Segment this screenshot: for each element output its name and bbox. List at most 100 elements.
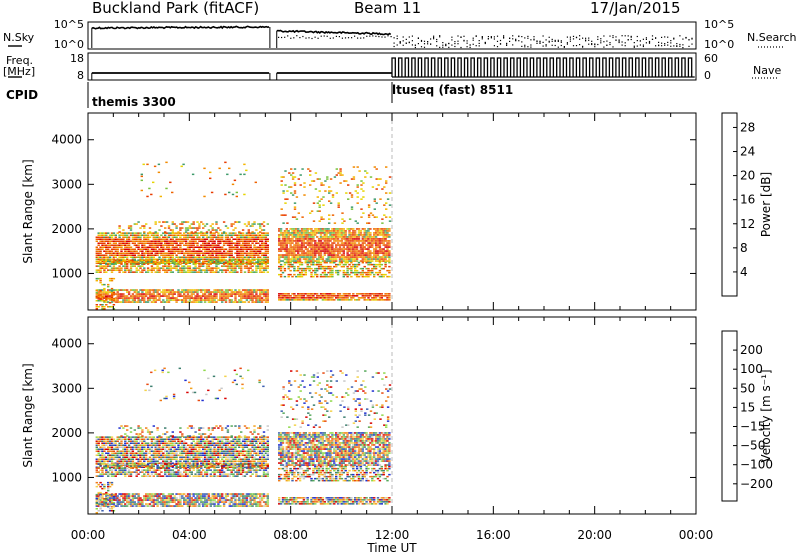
power-cell <box>316 232 319 234</box>
power-cell <box>105 296 108 298</box>
velocity-cell <box>129 450 133 452</box>
power-cell <box>105 234 108 236</box>
power-cell <box>156 240 159 242</box>
velocity-cell <box>143 440 146 442</box>
power-cell <box>337 202 340 204</box>
power-cell <box>175 256 178 258</box>
velocity-cell <box>150 460 154 462</box>
power-cell <box>186 244 190 246</box>
velocity-cell <box>110 438 114 440</box>
nsky-series-segment <box>276 29 392 36</box>
power-cell <box>190 232 193 234</box>
power-cell <box>259 225 262 227</box>
power-cell <box>133 295 136 297</box>
velocity-cell <box>137 450 140 452</box>
power-cell <box>278 238 281 240</box>
power-cell <box>188 299 192 301</box>
power-cell <box>318 206 321 208</box>
power-cell <box>300 230 304 232</box>
power-cell <box>373 256 376 258</box>
power-cell <box>280 214 283 216</box>
power-cell <box>101 232 104 234</box>
power-cell <box>215 301 218 303</box>
power-cell <box>162 265 165 267</box>
power-cell <box>289 228 292 230</box>
velocity-cell <box>137 446 140 448</box>
power-cell <box>236 234 239 236</box>
power-cell <box>228 271 231 273</box>
power-cell <box>183 262 186 264</box>
nsearch-point <box>521 41 523 43</box>
velocity-colorbar-frame <box>721 330 738 502</box>
power-cell <box>255 293 258 295</box>
velocity-cell <box>158 446 161 448</box>
power-cell <box>200 271 203 273</box>
power-cell <box>279 240 283 242</box>
power-cell <box>291 172 295 174</box>
power-cell <box>232 256 235 258</box>
velocity-cell <box>171 436 174 438</box>
power-cell <box>354 260 357 262</box>
power-cell <box>164 236 167 238</box>
power-cell <box>287 273 290 276</box>
power-cell <box>152 295 155 297</box>
power-cell <box>241 250 245 252</box>
power-cell <box>279 273 283 276</box>
velocity-cell <box>171 464 174 466</box>
power-cell <box>259 269 262 271</box>
nsearch-point <box>475 35 477 37</box>
power-cell <box>264 289 268 291</box>
power-cell <box>346 248 349 250</box>
power-cell <box>192 227 195 229</box>
power-cell <box>367 238 370 240</box>
power-cell <box>196 295 199 297</box>
power-cell <box>312 240 315 242</box>
power-cell <box>291 256 294 258</box>
power-cell <box>145 234 148 236</box>
power-cell <box>145 240 148 242</box>
power-cell <box>323 230 326 232</box>
power-cell <box>221 259 224 261</box>
power-cell <box>325 299 328 301</box>
nsearch-point <box>560 40 562 42</box>
power-cell <box>226 236 230 238</box>
power-cell <box>257 262 260 264</box>
power-cell <box>154 262 157 264</box>
power-cell <box>236 250 239 252</box>
velocity-cell <box>101 462 104 464</box>
power-cell <box>124 269 127 271</box>
power-cell <box>215 223 218 225</box>
power-cell <box>279 267 283 270</box>
power-cell <box>164 227 167 229</box>
power-cell <box>302 236 306 238</box>
power-cell <box>164 293 167 295</box>
power-cell <box>285 246 288 248</box>
power-cell <box>107 236 110 238</box>
nsearch-point <box>524 44 526 46</box>
velocity-cell <box>116 450 119 452</box>
power-cell <box>373 267 376 270</box>
power-cell <box>167 265 171 267</box>
power-cell <box>205 231 209 233</box>
power-cell <box>217 242 220 244</box>
power-cell <box>188 254 192 256</box>
power-cell <box>143 232 146 234</box>
power-cell <box>352 265 355 268</box>
power-cell <box>183 299 186 301</box>
power-cell <box>118 227 121 229</box>
power-cell <box>304 232 307 234</box>
velocity-cell <box>116 458 119 460</box>
power-cell <box>129 289 133 291</box>
power-cell <box>133 289 136 291</box>
power-cell <box>340 258 344 260</box>
nsearch-point <box>326 35 328 37</box>
power-cell <box>181 301 184 303</box>
power-cell <box>146 271 150 273</box>
power-cell <box>203 299 207 301</box>
power-cell <box>249 293 252 295</box>
power-cell <box>157 171 161 174</box>
power-cell <box>188 232 192 234</box>
power-cell <box>312 299 315 301</box>
power-cell <box>285 248 288 250</box>
power-cell <box>226 265 230 267</box>
